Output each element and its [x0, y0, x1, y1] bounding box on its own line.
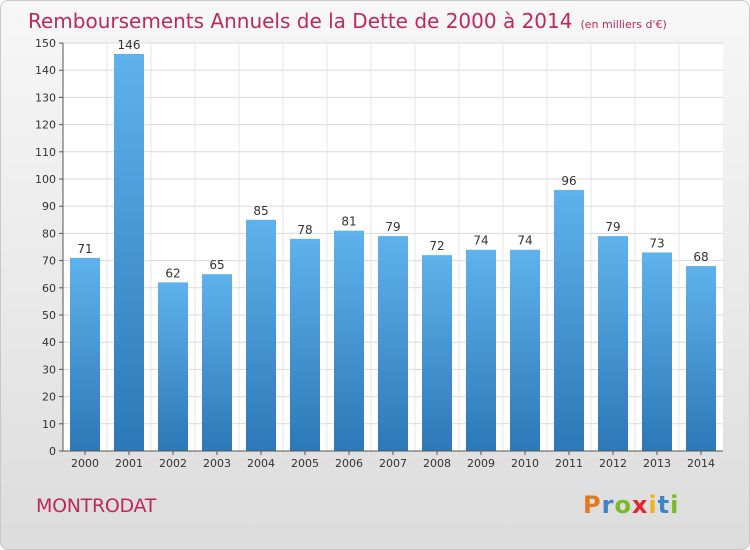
bar-value-label: 74 [517, 234, 532, 248]
bar-value-label: 65 [209, 258, 224, 272]
logo-letter: i [670, 491, 680, 519]
bar-value-label: 68 [693, 250, 708, 264]
bar [466, 249, 496, 451]
logo-letter: r [601, 491, 615, 519]
bar [378, 236, 408, 451]
y-tick-label: 80 [42, 227, 56, 240]
x-tick-label: 2004 [247, 457, 275, 470]
bar [598, 236, 628, 451]
x-tick-label: 2001 [115, 457, 143, 470]
bar-value-label: 72 [429, 239, 444, 253]
y-tick-label: 50 [42, 309, 56, 322]
x-tick-label: 2002 [159, 457, 187, 470]
y-tick-label: 90 [42, 200, 56, 213]
y-tick-label: 140 [35, 64, 56, 77]
y-tick-label: 130 [35, 91, 56, 104]
bar [290, 238, 320, 451]
logo-letter: t [657, 491, 671, 519]
bar-value-label: 81 [341, 215, 356, 229]
y-tick-label: 20 [42, 391, 56, 404]
bar [422, 255, 452, 451]
proxiti-logo: Proxiti [583, 491, 679, 519]
x-tick-label: 2008 [423, 457, 451, 470]
y-tick-label: 30 [42, 363, 56, 376]
chart-title: Remboursements Annuels de la Dette de 20… [28, 9, 667, 33]
bar [70, 257, 100, 451]
x-tick-label: 2014 [687, 457, 715, 470]
y-tick-label: 120 [35, 119, 56, 132]
logo-letter: i [648, 491, 658, 519]
y-tick-label: 0 [49, 445, 56, 458]
chart-unit: (en milliers d'€) [580, 18, 667, 31]
bars: 71 146 62 65 85 78 81 79 72 74 74 96 79 73 68 [70, 38, 716, 451]
y-tick-label: 100 [35, 173, 56, 186]
x-tick-label: 2003 [203, 457, 231, 470]
bar [642, 252, 672, 451]
bar [510, 249, 540, 451]
y-tick-label: 40 [42, 336, 56, 349]
x-tick-label: 2000 [71, 457, 99, 470]
commune-name: MONTRODAT [36, 495, 157, 517]
bar-value-label: 74 [473, 234, 488, 248]
bar-value-label: 96 [561, 174, 576, 188]
y-tick-label: 60 [42, 282, 56, 295]
y-tick-label: 110 [35, 146, 56, 159]
x-tick-label: 2007 [379, 457, 407, 470]
x-tick-label: 2013 [643, 457, 671, 470]
bar-value-label: 62 [165, 266, 180, 280]
bar [158, 282, 188, 451]
bar [686, 266, 716, 451]
axes: 0 10 20 30 40 50 60 70 80 90 100 110 120 130 140 150 200… [35, 37, 723, 470]
x-tick-label: 2009 [467, 457, 495, 470]
x-tick-label: 2011 [555, 457, 583, 470]
x-tick-label: 2006 [335, 457, 363, 470]
x-tick-label: 2005 [291, 457, 319, 470]
x-tick-label: 2012 [599, 457, 627, 470]
bar-value-label: 73 [649, 236, 664, 250]
bar-value-label: 85 [253, 204, 268, 218]
bar [202, 274, 232, 451]
bar-value-label: 71 [77, 242, 92, 256]
y-tick-label: 70 [42, 255, 56, 268]
chart-title-text: Remboursements Annuels de la Dette de 20… [28, 9, 573, 33]
bar-value-label: 79 [605, 220, 620, 234]
logo-letter: o [614, 491, 632, 519]
x-tick-label: 2010 [511, 457, 539, 470]
y-tick-label: 10 [42, 418, 56, 431]
bar [114, 53, 144, 451]
bar-value-label: 146 [118, 38, 141, 52]
logo-letter: x [631, 491, 649, 519]
bar-value-label: 79 [385, 220, 400, 234]
bar [554, 189, 584, 451]
bar [334, 230, 364, 451]
logo-letter: P [583, 491, 602, 519]
y-tick-label: 150 [35, 37, 56, 50]
bar-value-label: 78 [297, 223, 312, 237]
bar [246, 219, 276, 451]
